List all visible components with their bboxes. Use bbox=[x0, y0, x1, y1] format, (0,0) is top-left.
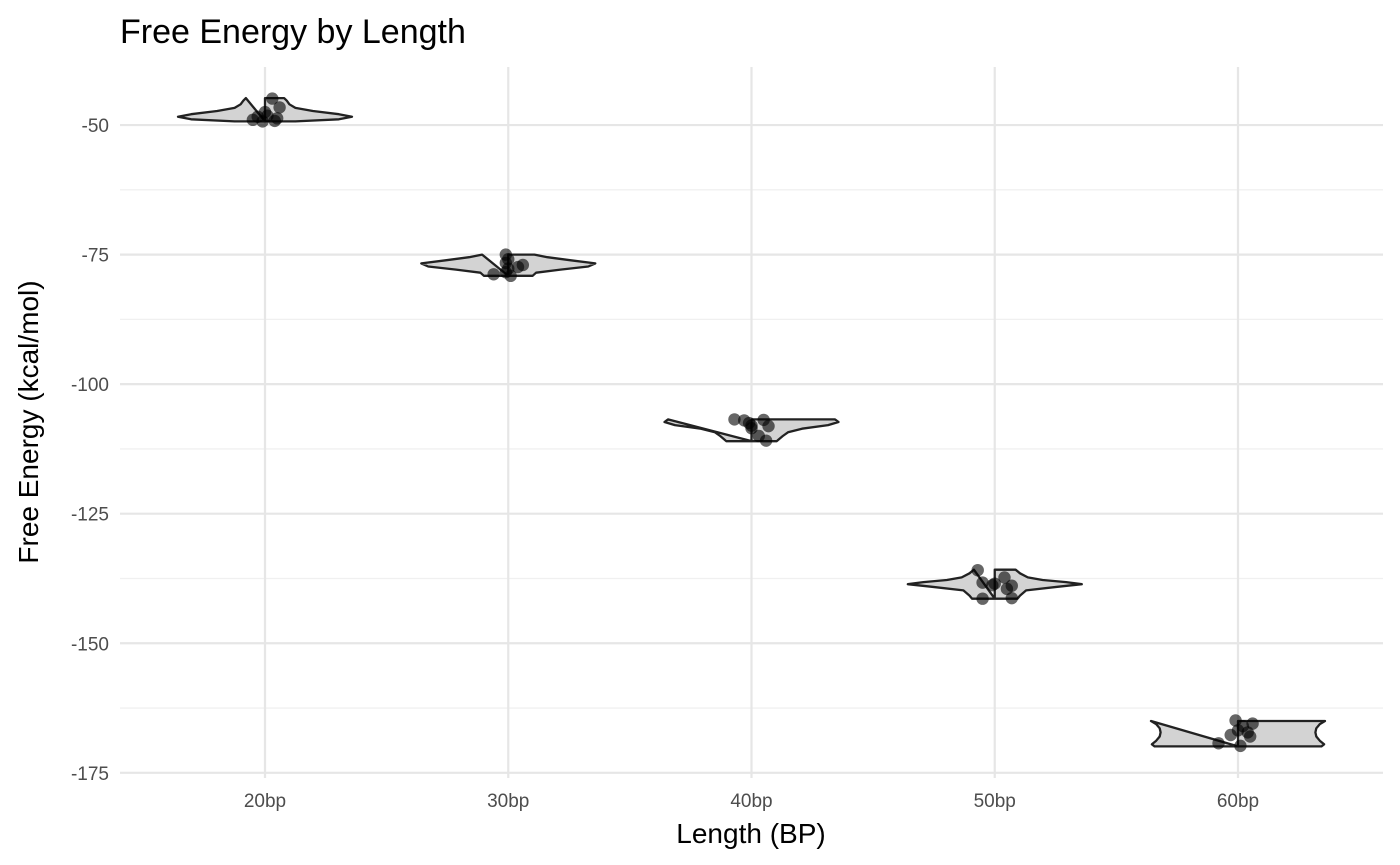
data-point bbox=[728, 413, 741, 426]
data-point bbox=[511, 260, 525, 274]
data-point bbox=[762, 419, 775, 433]
y-tick-label: -100 bbox=[71, 375, 109, 396]
data-point bbox=[268, 114, 281, 128]
x-tick-label: 60bp bbox=[1217, 791, 1259, 812]
y-tick-label: -150 bbox=[71, 634, 109, 655]
data-point bbox=[246, 113, 260, 127]
y-axis-ticks: -50 -75 -100 -125 -150 -175 bbox=[71, 116, 109, 785]
x-tick-label: 40bp bbox=[730, 791, 772, 812]
data-point bbox=[976, 592, 989, 605]
y-tick-label: -75 bbox=[82, 246, 109, 267]
chart-title: Free Energy by Length bbox=[120, 13, 466, 51]
data-point bbox=[273, 101, 286, 114]
y-tick-label: -125 bbox=[71, 505, 109, 526]
data-point bbox=[1234, 739, 1247, 753]
data-point bbox=[759, 434, 773, 447]
data-point bbox=[745, 422, 758, 435]
x-tick-label: 30bp bbox=[487, 791, 529, 812]
y-tick-label: -50 bbox=[82, 116, 109, 137]
data-point bbox=[1005, 591, 1018, 605]
data-point bbox=[971, 563, 984, 577]
data-point bbox=[998, 571, 1011, 584]
data-point bbox=[266, 92, 279, 105]
data-point bbox=[256, 115, 269, 128]
y-axis-title: Free Energy (kcal/mol) bbox=[13, 280, 44, 563]
x-tick-label: 50bp bbox=[974, 791, 1016, 812]
data-point bbox=[1224, 728, 1237, 742]
data-point bbox=[504, 269, 517, 283]
data-point bbox=[487, 268, 500, 281]
data-point bbox=[1212, 737, 1225, 750]
data-point bbox=[986, 579, 999, 592]
data-point bbox=[1243, 730, 1257, 743]
y-tick-label: -175 bbox=[71, 764, 109, 785]
data-points bbox=[246, 92, 1259, 753]
x-axis-title: Length (BP) bbox=[676, 818, 825, 849]
x-axis-ticks: 20bp 30bp 40bp 50bp 60bp bbox=[244, 791, 1259, 812]
x-tick-label: 20bp bbox=[244, 791, 286, 812]
data-point bbox=[1000, 582, 1014, 596]
data-point bbox=[976, 576, 989, 589]
